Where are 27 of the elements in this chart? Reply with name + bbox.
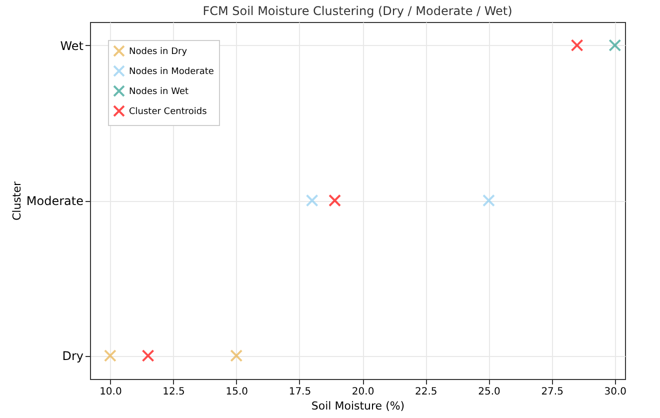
x-tick-label: 15.0: [226, 386, 248, 398]
x-tick-label: 30.0: [604, 386, 627, 398]
x-axis-title: Soil Moisture (%): [311, 400, 405, 412]
point: [104, 349, 116, 362]
legend-label: Nodes in Moderate: [129, 67, 214, 77]
point: [570, 39, 584, 52]
y-tick-label: Moderate: [26, 194, 84, 208]
y-tick-label: Wet: [60, 38, 84, 53]
legend-label: Cluster Centroids: [129, 107, 208, 117]
x-tick-label: 27.5: [541, 386, 564, 398]
chart-title: FCM Soil Moisture Clustering (Dry / Moderate / Wet): [202, 4, 512, 18]
y-axis-title: Cluster: [10, 181, 24, 221]
x-tick-label: 12.5: [162, 386, 185, 398]
x-tick-label: 20.0: [352, 386, 374, 398]
point: [328, 194, 342, 207]
x-tick-label: 17.5: [288, 386, 312, 398]
point: [608, 39, 622, 52]
legend-label: Nodes in Wet: [129, 87, 190, 97]
point: [306, 194, 318, 207]
point: [482, 194, 495, 207]
x-tick-label: 22.5: [415, 386, 438, 398]
point: [230, 349, 243, 362]
y-tick-label: Dry: [62, 349, 84, 364]
x-tick-label: 10.0: [100, 386, 122, 398]
x-tick-label: 25.0: [478, 386, 500, 398]
legend-label: Nodes in Dry: [129, 47, 188, 57]
point: [142, 349, 154, 362]
